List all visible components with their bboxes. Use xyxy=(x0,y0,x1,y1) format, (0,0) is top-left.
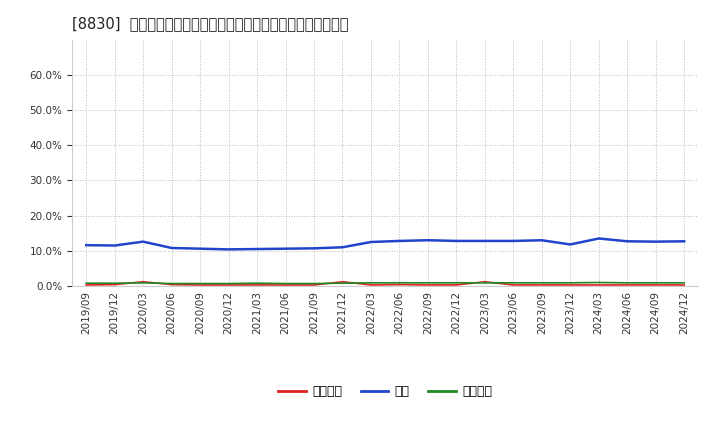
Text: [8830]  売上債権、在庫、買入債務の総資産に対する比率の推移: [8830] 売上債権、在庫、買入債務の総資産に対する比率の推移 xyxy=(72,16,348,32)
Legend: 売上債権, 在庫, 買入債務: 売上債権, 在庫, 買入債務 xyxy=(274,380,497,403)
